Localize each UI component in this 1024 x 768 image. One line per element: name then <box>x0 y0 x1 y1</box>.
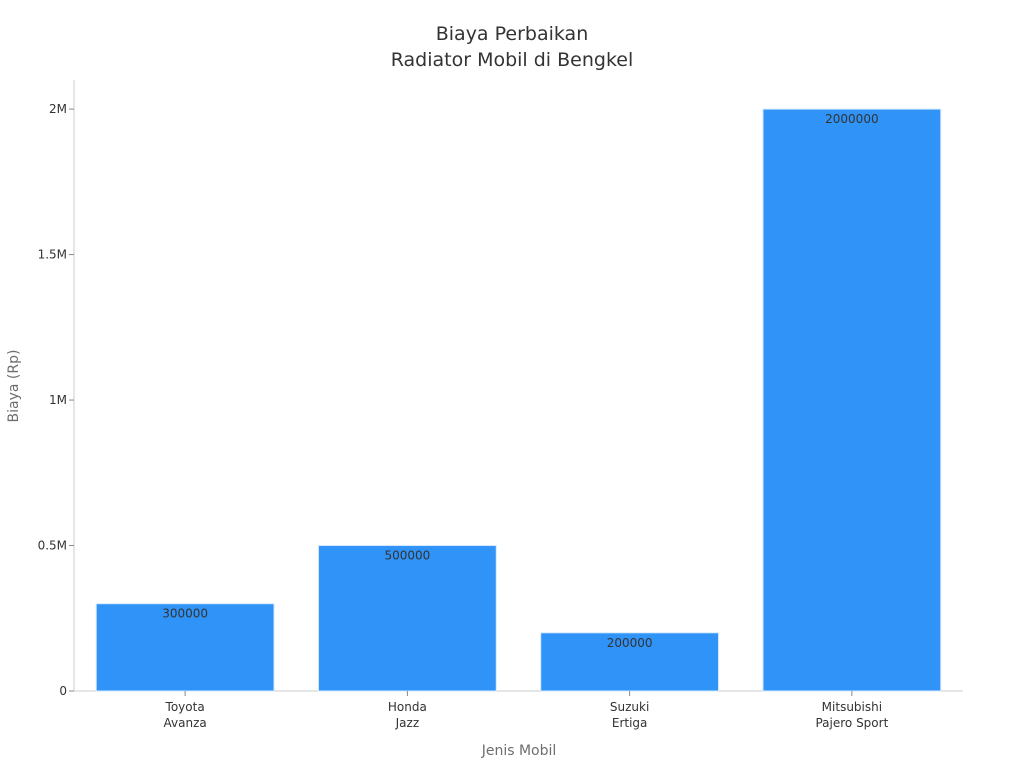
x-axis-title: Jenis Mobil <box>481 743 557 759</box>
bars: 300000 500000 200000 2000000 <box>95 108 942 692</box>
chart-title: Biaya Perbaikan Radiator Mobil di Bengke… <box>391 23 634 71</box>
y-axis-title: Biaya (Rp) <box>6 350 22 423</box>
x-tick-label: Avanza <box>164 716 207 730</box>
y-tick-label: 0.5M <box>38 539 67 553</box>
x-tick-label: Pajero Sport <box>815 716 888 730</box>
x-tick-label: Jazz <box>395 716 420 730</box>
bar-2 <box>540 632 720 692</box>
y-tick-label: 1.5M <box>38 248 67 262</box>
bar-1 <box>317 545 497 692</box>
data-label-2: 200000 <box>607 636 653 650</box>
y-tick-label: 2M <box>49 102 67 116</box>
x-tick-label: Ertiga <box>612 716 648 730</box>
y-ticks: 0 0.5M 1M 1.5M 2M <box>38 102 74 698</box>
x-tick-label: Mitsubishi <box>822 700 882 714</box>
y-tick-label: 1M <box>49 393 67 407</box>
bar-3 <box>762 108 942 692</box>
x-tick-label: Suzuki <box>610 700 649 714</box>
x-tick-label: Toyota <box>165 700 205 714</box>
data-label-3: 2000000 <box>825 112 878 126</box>
chart-title-line-1: Biaya Perbaikan <box>436 23 589 45</box>
chart-title-line-2: Radiator Mobil di Bengkel <box>391 49 634 71</box>
data-label-0: 300000 <box>162 607 208 621</box>
x-ticks: Toyota Avanza Honda Jazz Suzuki Ertiga Mitsubi… <box>164 691 889 730</box>
data-label-1: 500000 <box>384 549 430 563</box>
y-tick-label: 0 <box>59 684 67 698</box>
x-tick-label: Honda <box>388 700 427 714</box>
